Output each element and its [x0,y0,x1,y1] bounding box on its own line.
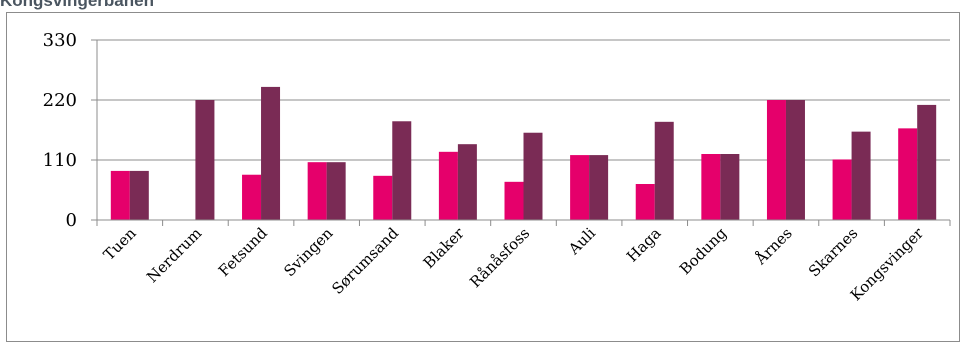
bar-series-1 [373,175,393,220]
bar-series-2 [917,104,937,220]
x-category-label: Rånåsfoss [466,224,533,291]
x-category-label: Årnes [751,224,796,269]
bar-series-2 [326,162,346,220]
bar-series-1 [307,162,327,220]
y-tick-label: 220 [43,90,77,111]
bar-series-1 [438,151,458,220]
y-tick-label: 110 [43,150,77,171]
x-category-label: Bodung [676,224,730,278]
bar-series-1 [832,159,852,220]
bar-series-2 [720,154,740,220]
bar-series-2 [129,170,149,220]
bar-series-2 [785,100,805,220]
bar-series-1 [110,170,130,220]
bars [110,86,937,220]
x-category-label: Svingen [280,224,336,280]
x-category-label: Blaker [420,224,469,273]
chart-title: Kongsvingerbanen [0,0,154,10]
axes [91,39,951,226]
y-tick-label: 330 [43,30,77,51]
bar-series-2 [654,121,674,220]
bar-series-2 [195,100,215,220]
bar-series-1 [701,154,721,220]
bar-series-2 [457,144,477,220]
bar-series-2 [261,86,281,220]
bar-series-1 [635,184,655,220]
x-category-label: Sørumsand [328,224,402,298]
chart-frame [6,12,960,342]
x-category-label: Fetsund [215,224,271,280]
bar-series-2 [589,155,609,220]
bar-series-1 [570,155,590,220]
x-category-label: Skarnes [805,224,861,280]
bar-series-2 [392,121,412,220]
bar-series-1 [242,174,262,220]
x-category-label: Auli [564,224,599,259]
x-category-label: Nerdrum [143,224,205,286]
bar-series-1 [504,181,524,220]
bar-series-1 [766,100,786,220]
bar-series-1 [898,128,918,220]
x-category-label: Tuen [100,224,140,264]
bar-series-2 [851,131,871,220]
x-category-label: Haga [623,224,664,265]
bar-series-2 [523,132,543,220]
y-tick-label: 0 [66,210,77,231]
